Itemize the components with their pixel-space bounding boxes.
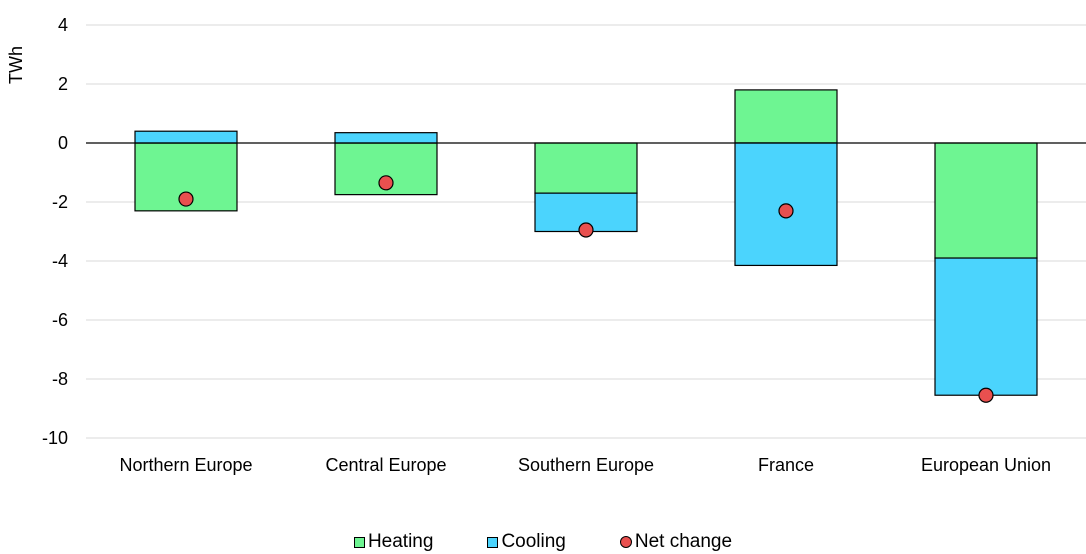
y-tick-label: -4	[52, 251, 68, 271]
heating-swatch	[353, 536, 365, 548]
net-change-marker	[619, 536, 632, 548]
legend-item-net-change: Net change	[619, 531, 733, 553]
net-change-points	[178, 175, 994, 403]
category-label: European Union	[921, 455, 1051, 475]
category-label: Central Europe	[325, 455, 446, 475]
y-tick-label: 2	[58, 74, 68, 94]
y-tick-label: 4	[58, 15, 68, 35]
legend-label-net-change: Net change	[634, 531, 733, 552]
legend-label-cooling: Cooling	[501, 531, 566, 552]
y-tick-label: -2	[52, 192, 68, 212]
net-change-point	[378, 175, 394, 191]
y-axis-tick-labels: 4 2 0 -2 -4 -6 -8 -10	[42, 15, 68, 448]
chart: 4 2 0 -2 -4 -6 -8 -10 TWh Northern Europe Centra…	[6, 15, 1086, 475]
legend-label-heating: Heating	[367, 531, 434, 552]
net-change-point	[178, 191, 194, 207]
category-label: Southern Europe	[518, 455, 654, 475]
bars	[134, 89, 1038, 396]
y-axis-title: TWh	[6, 46, 26, 84]
legend-item-heating: Heating	[353, 531, 434, 553]
category-label: France	[758, 455, 814, 475]
net-change-point	[778, 203, 794, 219]
bar-heating	[734, 89, 838, 144]
bar-cooling	[134, 130, 238, 144]
legend-item-cooling: Cooling	[487, 531, 566, 553]
bar-heating	[534, 142, 638, 194]
net-change-point	[578, 222, 594, 238]
bar-cooling	[934, 257, 1038, 396]
category-label: Northern Europe	[119, 455, 252, 475]
y-tick-label: -10	[42, 428, 68, 448]
y-tick-label: 0	[58, 133, 68, 153]
bar-cooling	[334, 132, 438, 144]
y-tick-label: -6	[52, 310, 68, 330]
category-labels: Northern Europe Central Europe Southern Eu…	[119, 455, 1051, 475]
y-tick-label: -8	[52, 369, 68, 389]
bar-heating	[934, 142, 1038, 259]
legend: Heating Cooling Net change	[0, 530, 1086, 554]
cooling-swatch	[487, 536, 499, 548]
net-change-point	[978, 387, 994, 403]
